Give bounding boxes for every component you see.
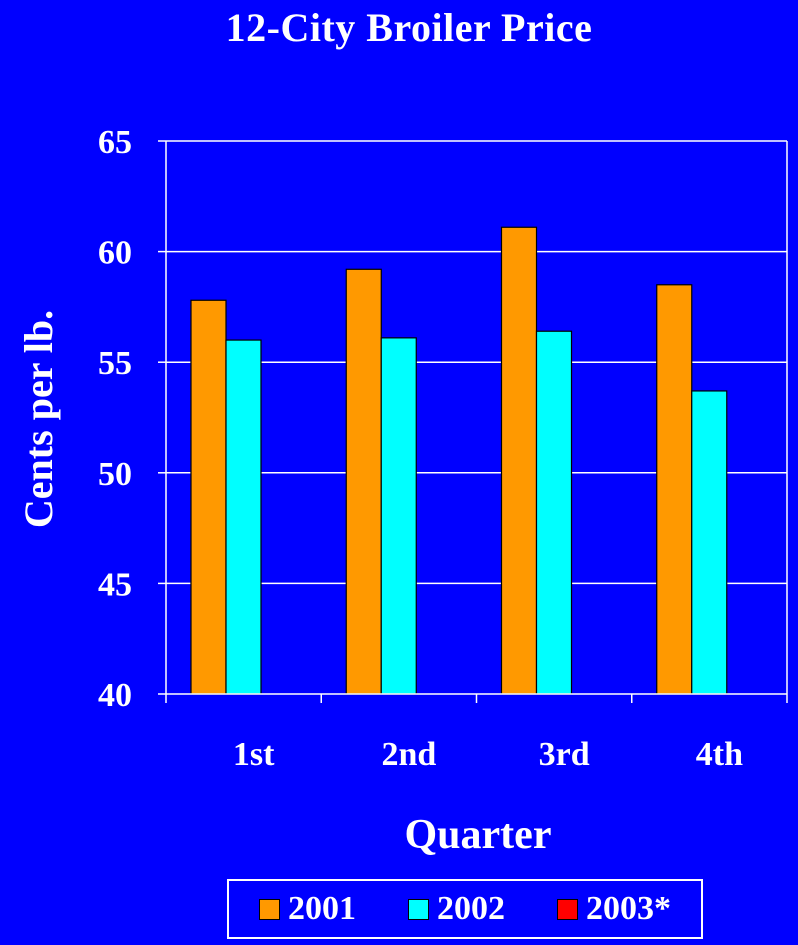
y-tick-label: 55 (98, 345, 132, 382)
legend: 2001 2002 2003* (227, 879, 703, 939)
x-tick-label: 3rd (539, 736, 590, 773)
legend-label: 2002 (437, 890, 505, 927)
legend-label: 2001 (288, 890, 356, 927)
bar-2001-1st (190, 299, 227, 695)
bar-2002-2nd (380, 337, 417, 695)
bar-2002-1st (225, 339, 262, 695)
legend-item-2002: 2002 (408, 890, 505, 928)
legend-swatch (557, 898, 578, 920)
legend-swatch (408, 898, 429, 920)
y-tick-label: 45 (98, 566, 132, 603)
legend-item-2003: 2003* (557, 890, 671, 928)
chart-title: 12-City Broiler Price (225, 5, 593, 50)
y-tick-label: 65 (98, 124, 132, 161)
legend-item-2001: 2001 (259, 890, 356, 928)
bar-2002-3rd (535, 330, 573, 695)
bar-2001-4th (656, 284, 693, 695)
legend-label: 2003* (586, 890, 671, 927)
bar-2002-4th (691, 390, 728, 695)
x-tick-label: 1st (233, 736, 275, 773)
y-tick-label: 60 (98, 235, 132, 272)
y-tick-label: 40 (98, 677, 132, 714)
x-tick-label: 2nd (381, 736, 436, 773)
x-tick-label: 4th (696, 736, 743, 773)
bar-2001-2nd (345, 268, 382, 695)
x-axis-title: Quarter (405, 812, 552, 858)
y-axis-title: Cents per lb. (16, 310, 61, 528)
bar-2001-3rd (500, 226, 538, 695)
y-tick-label: 50 (98, 456, 132, 493)
legend-swatch (259, 898, 280, 920)
